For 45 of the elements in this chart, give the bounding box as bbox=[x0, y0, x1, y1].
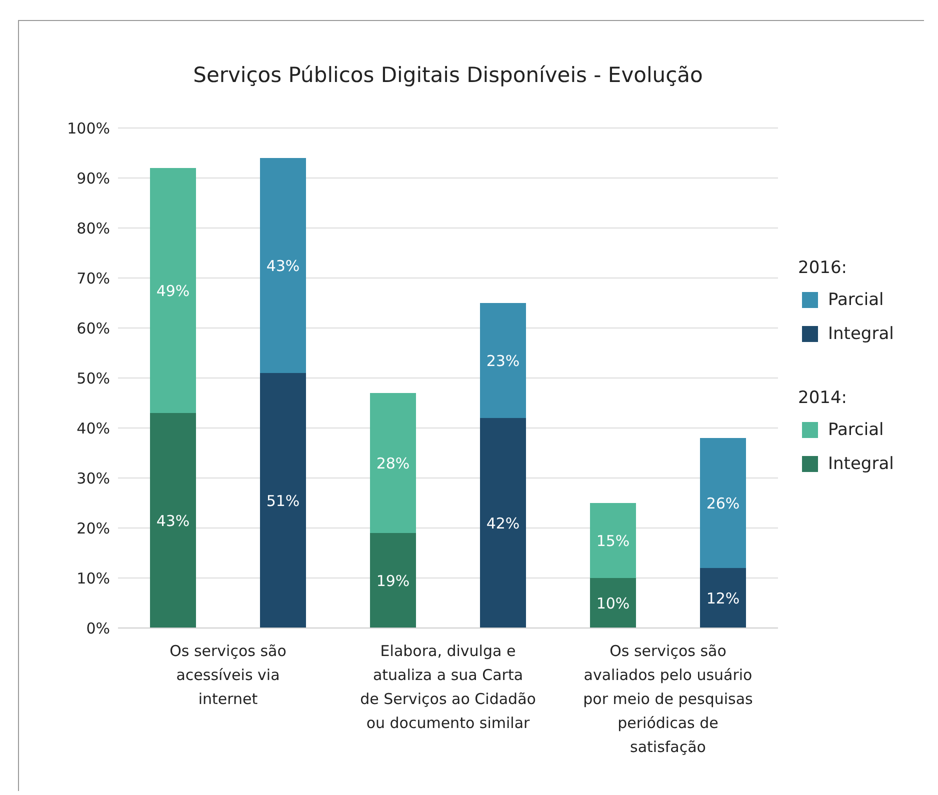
y-tick-label: 90% bbox=[76, 169, 110, 188]
bar bbox=[260, 158, 306, 373]
text: 2014: bbox=[798, 388, 848, 408]
data-label: 26% bbox=[706, 494, 740, 512]
y-tick-label: 10% bbox=[76, 569, 110, 588]
bar bbox=[370, 533, 416, 628]
y-tick-label: 80% bbox=[76, 219, 110, 238]
bar bbox=[150, 413, 196, 628]
data-label: 10% bbox=[596, 594, 630, 612]
bar bbox=[260, 373, 306, 628]
bar bbox=[590, 503, 636, 578]
y-tick-label: 50% bbox=[76, 369, 110, 388]
data-label: 19% bbox=[376, 572, 410, 590]
data-label: 43% bbox=[156, 512, 190, 530]
data-label: 28% bbox=[376, 454, 410, 472]
data-label: 23% bbox=[486, 352, 520, 370]
y-tick-label: 70% bbox=[76, 269, 110, 288]
legend-label: Parcial bbox=[828, 420, 884, 440]
bar bbox=[700, 568, 746, 628]
bar bbox=[370, 393, 416, 533]
x-tick-label: Elabora, divulga e atualiza a sua Carta de Serviços ao Cidadão ou documento similar bbox=[360, 642, 536, 732]
y-tick-label: 40% bbox=[76, 419, 110, 438]
bar bbox=[150, 168, 196, 413]
data-label: 12% bbox=[706, 589, 740, 608]
data-label: 42% bbox=[486, 514, 520, 532]
y-tick-label: 20% bbox=[76, 519, 110, 538]
bar bbox=[480, 303, 526, 418]
y-tick-label: 100% bbox=[67, 119, 110, 138]
data-label: 51% bbox=[266, 492, 300, 510]
y-tick-label: 0% bbox=[86, 619, 110, 638]
data-label: 15% bbox=[596, 532, 630, 550]
bar bbox=[700, 438, 746, 568]
y-tick-label: 30% bbox=[76, 469, 110, 488]
y-tick-label: 60% bbox=[76, 319, 110, 338]
legend-label: Integral bbox=[828, 454, 894, 474]
x-tick-label: Os serviços são acessíveis via internet bbox=[170, 642, 286, 708]
legend-label: Integral bbox=[828, 324, 894, 344]
chart-title: Serviços Públicos Digitais Disponíveis - Evolução bbox=[192, 63, 704, 87]
bar bbox=[480, 418, 526, 628]
data-label: 43% bbox=[266, 256, 300, 275]
data-label: 49% bbox=[156, 282, 190, 300]
bar bbox=[590, 578, 636, 628]
legend-label: Parcial bbox=[828, 290, 884, 310]
text: 2016: bbox=[798, 258, 848, 278]
x-tick-label: Os serviços são avaliados pelo usuário por meio de pesquisas periódicas de satisfação bbox=[583, 642, 754, 756]
